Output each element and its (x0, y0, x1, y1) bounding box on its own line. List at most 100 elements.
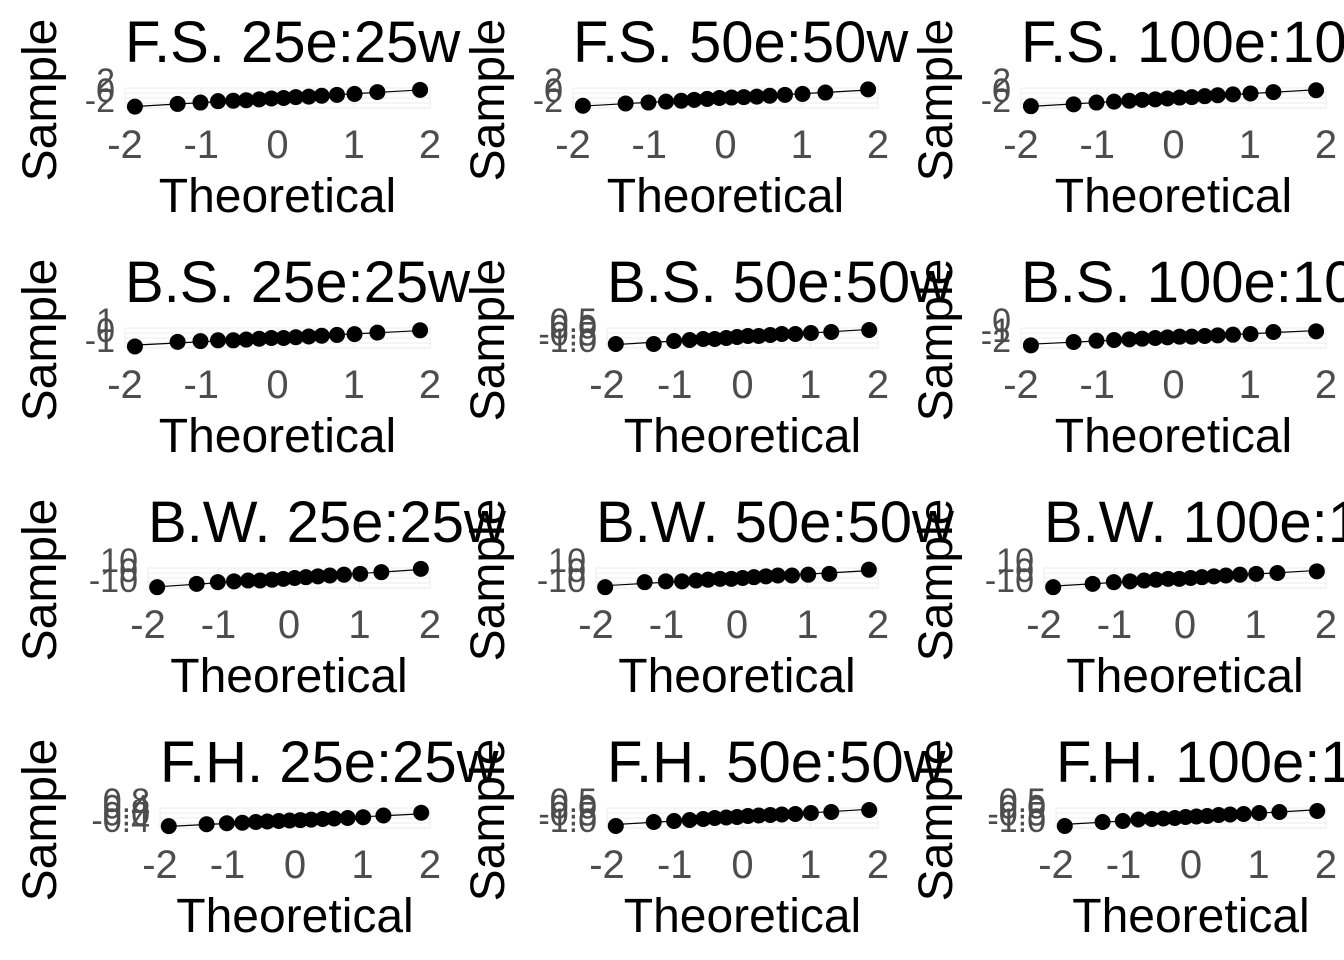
data-point (300, 88, 317, 105)
data-point (1159, 90, 1176, 107)
data-point (666, 813, 683, 829)
y-tick-label: 0.0 (103, 795, 150, 833)
data-point (688, 572, 705, 589)
data-point (695, 811, 712, 827)
y-axis-label: Sample (14, 739, 67, 902)
data-point (823, 324, 840, 340)
x-tick-label: 2 (1315, 603, 1337, 647)
data-point (773, 326, 790, 342)
y-tick-label: -10 (537, 562, 586, 600)
y-tick-label: -0.5 (538, 315, 597, 353)
data-point (335, 566, 352, 583)
x-tick-label: 0 (1162, 363, 1184, 407)
data-point (352, 565, 369, 582)
data-point (328, 86, 345, 103)
x-tick-label: 2 (419, 363, 441, 407)
data-point (636, 574, 653, 591)
data-point (1088, 94, 1105, 111)
y-tick-label: 0.5 (550, 782, 597, 820)
x-tick-label: -2 (589, 363, 625, 407)
data-point (1065, 96, 1082, 113)
x-tick-label: 0 (266, 123, 288, 167)
data-point (861, 322, 878, 338)
x-axis-label: Theoretical (1066, 650, 1303, 703)
data-point (412, 560, 429, 577)
y-tick-label: 2 (96, 62, 115, 100)
data-point (1022, 98, 1039, 115)
y-tick-label: 0.5 (550, 302, 597, 340)
x-axis-label: Theoretical (1072, 890, 1309, 943)
x-tick-label: -2 (578, 603, 614, 647)
x-tick-label: -2 (555, 123, 591, 167)
data-point (821, 565, 838, 582)
data-point (1308, 82, 1325, 99)
data-point (1106, 93, 1123, 110)
y-tick-label: -0.5 (987, 795, 1046, 833)
data-point (1148, 571, 1165, 588)
y-tick-label: -2 (981, 322, 1011, 360)
data-point (787, 806, 804, 822)
x-axis-label: Theoretical (159, 410, 396, 463)
data-point (762, 327, 779, 343)
data-point (1160, 570, 1177, 587)
data-point (645, 814, 662, 830)
data-point (1183, 89, 1200, 106)
data-point (617, 95, 634, 112)
y-axis-label: Sample (462, 739, 515, 902)
data-point (1045, 579, 1062, 596)
x-tick-label: 2 (1315, 123, 1337, 167)
data-point (1193, 569, 1210, 586)
data-point (1309, 803, 1326, 819)
data-point (1121, 92, 1138, 109)
data-point (800, 566, 817, 583)
data-point (225, 92, 242, 109)
data-point (748, 88, 765, 105)
y-axis-label: Sample (462, 259, 515, 422)
x-tick-label: 1 (796, 603, 818, 647)
x-tick-label: 2 (419, 603, 441, 647)
data-point (1210, 807, 1227, 823)
data-point (209, 574, 226, 591)
data-point (658, 93, 675, 110)
panel-title: F.H. 100e:100w (1056, 730, 1344, 795)
x-tick-label: -2 (1026, 603, 1062, 647)
panel-title: B.W. 100e:100w (1044, 490, 1344, 555)
x-tick-label: 0 (278, 603, 300, 647)
data-point (1147, 91, 1164, 108)
x-tick-label: -1 (210, 843, 246, 887)
data-point (1136, 572, 1153, 589)
data-point (373, 564, 390, 581)
x-axis-label: Theoretical (1055, 170, 1292, 223)
x-tick-label: 0 (714, 123, 736, 167)
data-point (1265, 84, 1282, 101)
data-point (1056, 818, 1073, 834)
data-point (355, 809, 372, 826)
data-point (346, 85, 363, 102)
data-point (412, 322, 429, 339)
y-tick-label: 10 (548, 542, 586, 580)
x-tick-label: -1 (1106, 843, 1142, 887)
x-axis-label: Theoretical (1055, 410, 1292, 463)
data-point (706, 810, 723, 826)
x-tick-label: 2 (867, 123, 889, 167)
data-point (149, 579, 166, 596)
x-axis-label: Theoretical (607, 170, 844, 223)
y-tick-label: 0 (1015, 552, 1034, 590)
x-tick-label: 2 (867, 843, 889, 887)
y-tick-label: 0 (544, 72, 563, 110)
data-point (251, 91, 268, 108)
x-tick-label: 2 (867, 603, 889, 647)
data-point (860, 81, 877, 98)
y-tick-label: 0.0 (550, 789, 597, 827)
data-point (247, 814, 264, 830)
x-tick-label: 1 (799, 363, 821, 407)
x-tick-label: 1 (343, 123, 365, 167)
x-tick-label: -1 (657, 843, 693, 887)
data-point (787, 326, 804, 342)
data-point (169, 95, 186, 112)
